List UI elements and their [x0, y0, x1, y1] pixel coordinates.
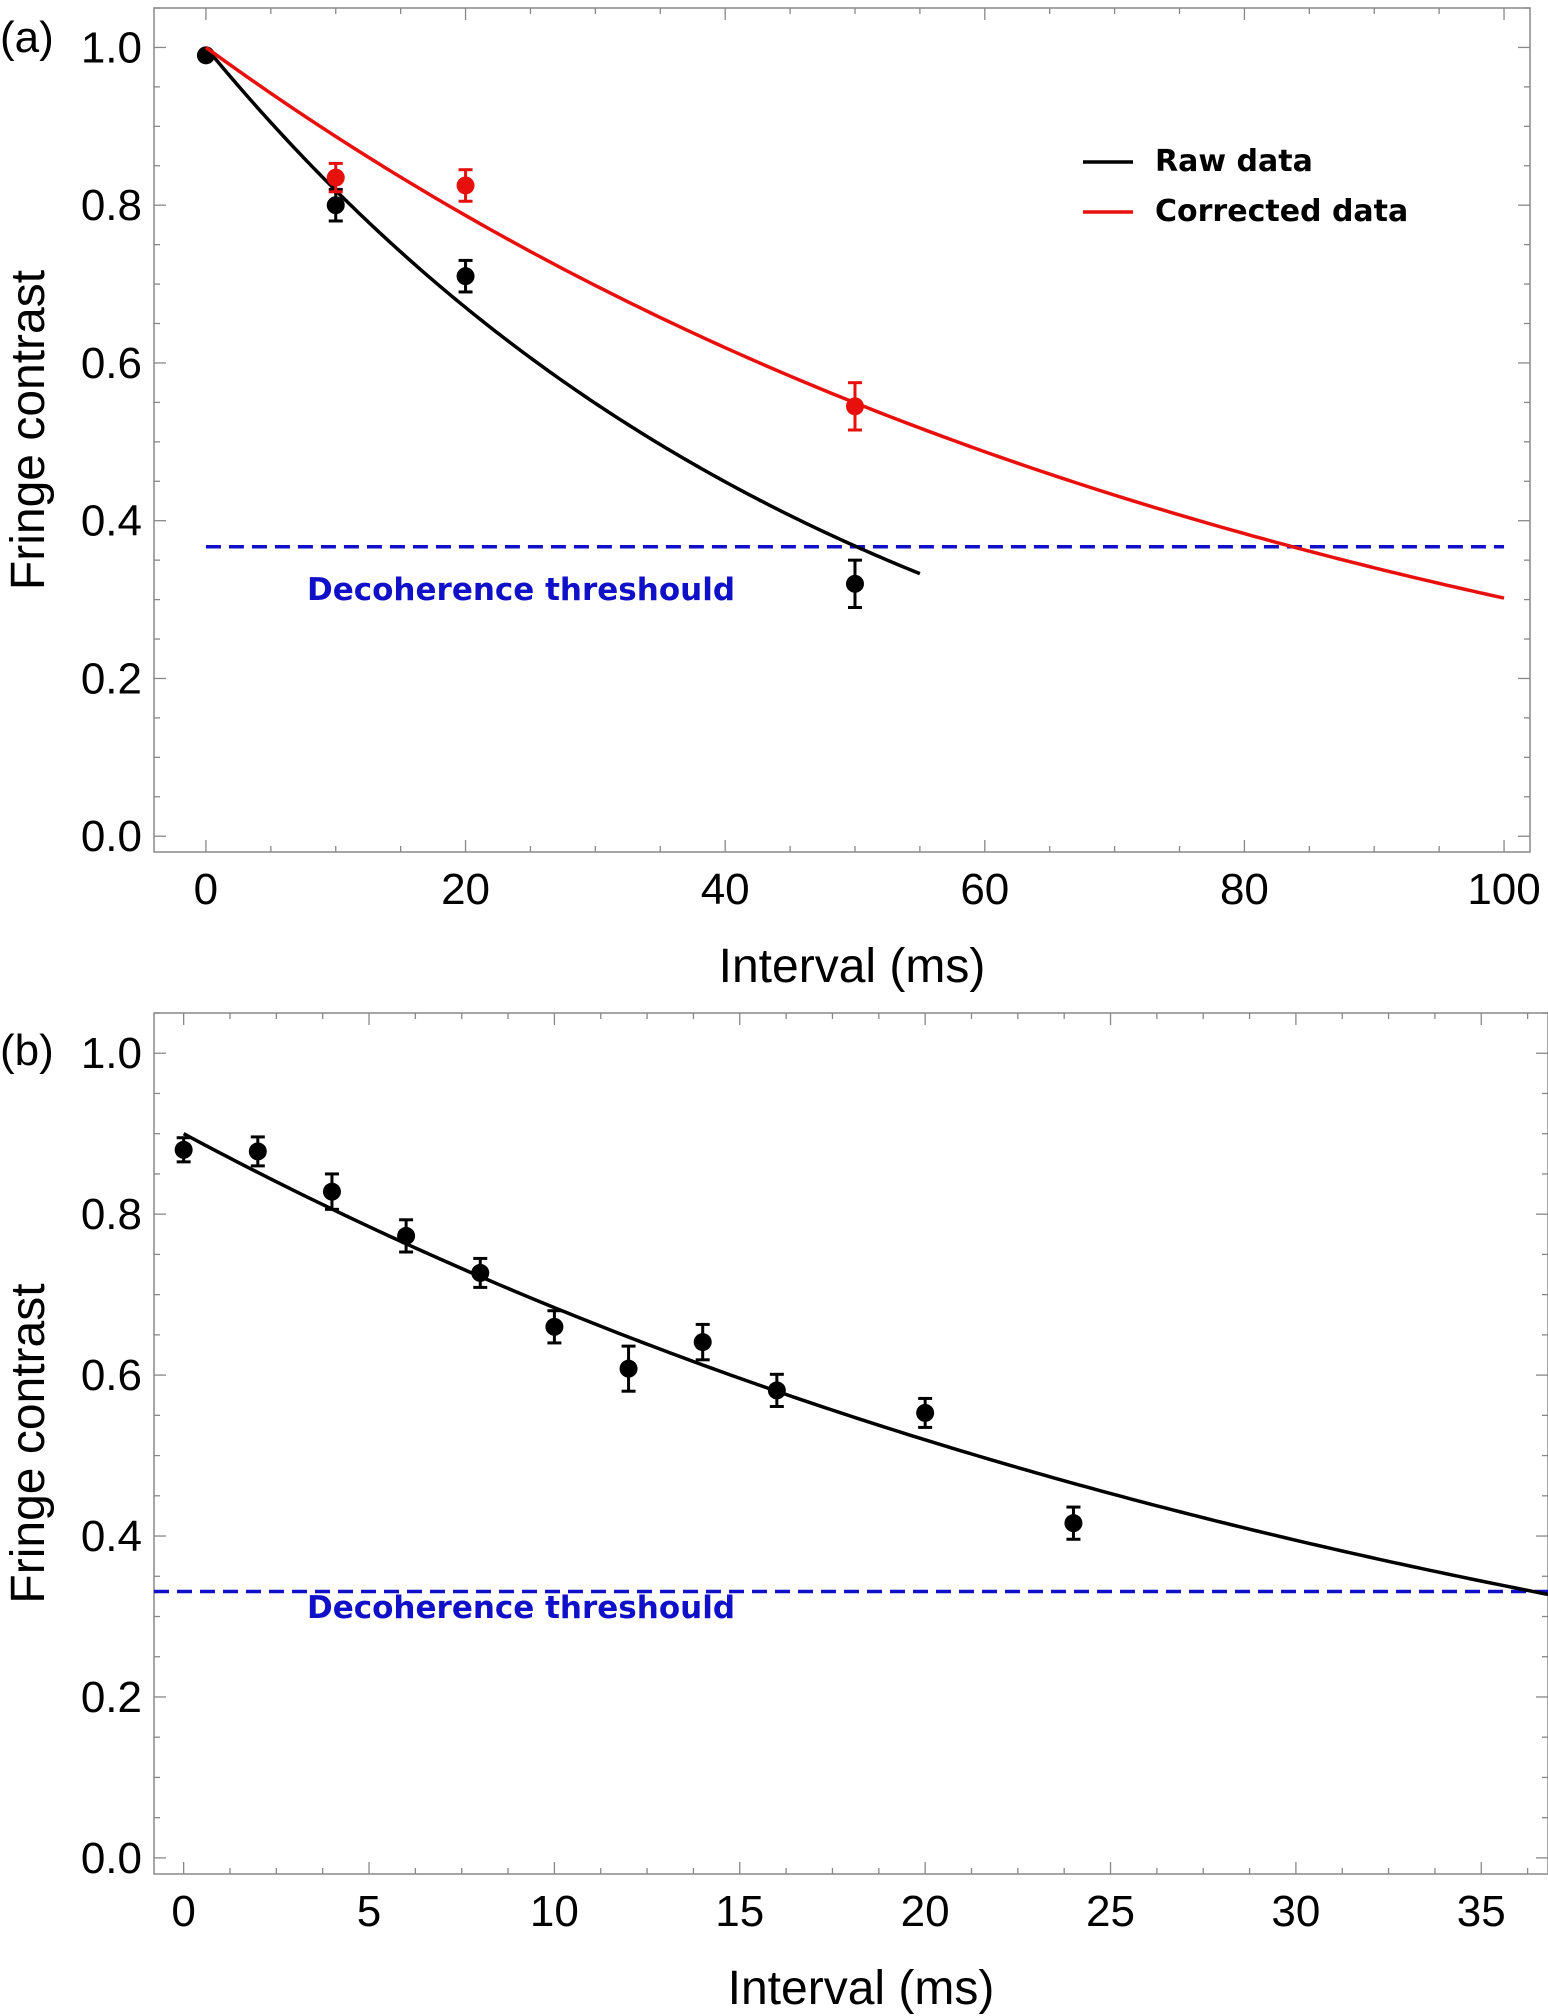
y-tick-label: 0.8: [81, 1190, 142, 1239]
data-point: [397, 1226, 416, 1245]
data-point: [767, 1381, 786, 1400]
x-tick-label: 0: [171, 1887, 195, 1936]
data-point: [545, 1317, 564, 1336]
y-tick-label: 0.8: [81, 181, 142, 230]
y-axis: 0.0 0.2 0.4 0.6 0.8 1.0: [81, 7, 1530, 861]
y-tick-label: 0.2: [81, 1673, 142, 1722]
y-tick-label: 0.0: [81, 1834, 142, 1883]
x-axis-title: Interval (ms): [728, 1962, 995, 2015]
x-tick-label: 40: [701, 865, 750, 914]
plot-frame: [153, 7, 1531, 853]
x-tick-label: 25: [1086, 1887, 1135, 1936]
y-tick-label: 0.6: [81, 339, 142, 388]
series-raw: [174, 1132, 1548, 1597]
fit-curve: [204, 46, 921, 576]
x-tick-label: 35: [1457, 1887, 1506, 1936]
panel-b: 0 5 10 15 20 25 30 35 0.0 0.2 0.4 0.6 0.8 1.0 Interval…: [0, 1012, 1548, 2015]
y-axis-title: Fringe contrast: [2, 270, 55, 590]
fit-curve: [182, 1132, 1548, 1597]
data-point: [326, 168, 345, 187]
panel-label: (a): [0, 13, 54, 62]
legend-label: Corrected data: [1155, 194, 1408, 229]
x-axis: 0 5 10 15 20 25 30 35: [171, 1013, 1529, 1936]
y-tick-label: 0.0: [81, 812, 142, 861]
data-point: [456, 176, 475, 195]
y-tick-label: 1.0: [81, 1029, 142, 1078]
series-raw: [196, 46, 921, 609]
x-tick-label: 100: [1467, 865, 1540, 914]
series-corrected: [204, 46, 1505, 600]
x-tick-label: 30: [1271, 1887, 1320, 1936]
data-point: [248, 1142, 267, 1161]
data-point: [174, 1140, 193, 1159]
x-tick-label: 5: [357, 1887, 381, 1936]
y-tick-label: 0.2: [81, 654, 142, 703]
decoherence-threshold-label: Decoherence threshould: [307, 1590, 735, 1626]
panel-label: (b): [0, 1026, 54, 1075]
y-tick-label: 0.4: [81, 497, 142, 546]
data-point: [916, 1403, 935, 1422]
data-point: [845, 397, 864, 416]
data-point: [845, 574, 864, 593]
x-axis: 0 20 40 60 80 100: [194, 8, 1541, 914]
x-tick-label: 15: [715, 1887, 764, 1936]
data-point: [322, 1182, 341, 1201]
y-tick-label: 1.0: [81, 23, 142, 72]
x-tick-label: 20: [901, 1887, 950, 1936]
data-point: [326, 196, 345, 215]
legend-label: Raw data: [1155, 144, 1313, 179]
y-axis-title: Fringe contrast: [2, 1283, 55, 1603]
data-point: [619, 1359, 638, 1378]
data-point: [1064, 1514, 1083, 1533]
data-point: [456, 267, 475, 286]
y-tick-label: 0.6: [81, 1351, 142, 1400]
legend: Raw data Corrected data: [1083, 144, 1408, 229]
x-tick-label: 60: [960, 865, 1009, 914]
x-tick-label: 0: [194, 865, 218, 914]
data-point: [693, 1333, 712, 1352]
panel-a: 0 20 40 60 80 100 0.0 0.2 0.4 0.6 0.8 1.0 Interval (…: [0, 7, 1541, 993]
data-point: [471, 1263, 490, 1282]
plot-frame: [153, 1012, 1548, 1875]
fit-curve: [204, 46, 1505, 600]
x-tick-label: 10: [530, 1887, 579, 1936]
x-tick-label: 20: [441, 865, 490, 914]
y-axis: 0.0 0.2 0.4 0.6 0.8 1.0: [81, 1012, 1548, 1883]
x-tick-label: 80: [1220, 865, 1269, 914]
x-axis-title: Interval (ms): [719, 940, 986, 993]
y-tick-label: 0.4: [81, 1512, 142, 1561]
decoherence-threshold-label: Decoherence threshould: [307, 572, 735, 608]
